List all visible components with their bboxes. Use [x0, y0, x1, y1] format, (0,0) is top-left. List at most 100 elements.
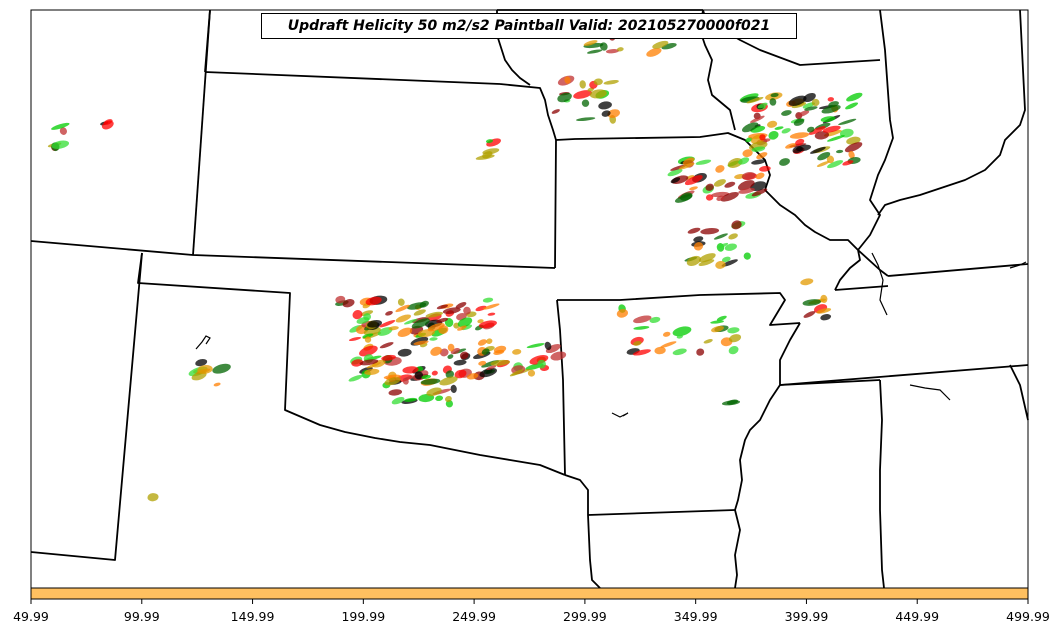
paintball-swath — [557, 92, 572, 103]
paintball-swath — [397, 298, 405, 306]
paintball-swath — [454, 369, 467, 379]
paintball-swath — [721, 400, 741, 406]
paintball-swath — [788, 95, 807, 106]
paintball-swath — [836, 149, 844, 154]
paintball-swath — [816, 308, 832, 314]
paintball-swath — [564, 76, 571, 84]
paintball-swath — [579, 80, 586, 89]
paintball-swath — [686, 255, 702, 266]
lake-outlines — [195, 252, 1027, 418]
paintball-swath — [478, 360, 487, 366]
paintball-swath — [384, 377, 401, 386]
paintball-swath — [808, 126, 826, 135]
paintball-swath — [727, 158, 743, 168]
paintball-swath — [838, 118, 857, 126]
paintball-swath — [359, 345, 378, 357]
paintball-swath — [359, 359, 379, 366]
paintball-swath — [698, 259, 715, 267]
paintball-swath — [661, 43, 677, 50]
paintball-swath — [477, 319, 484, 324]
paintball-swath — [537, 359, 546, 369]
paintball-swath — [607, 109, 620, 118]
paintball-swath — [581, 99, 590, 107]
paintball-swath — [738, 187, 755, 194]
paintball-swath — [721, 256, 731, 263]
paintball-swath — [616, 47, 624, 52]
paintball-swath — [526, 343, 545, 349]
paintball-swath — [447, 354, 454, 359]
paintball-swath — [693, 236, 704, 243]
paintball-swath — [827, 160, 844, 169]
paintball-swath — [781, 128, 791, 134]
paintball-swath — [724, 243, 737, 251]
paintball-swath — [716, 315, 727, 321]
paintball-swath — [821, 105, 841, 114]
paintball-swath — [212, 363, 231, 374]
paintball-swath — [724, 181, 736, 188]
paintball-swath — [482, 297, 494, 303]
paintball-swath — [379, 342, 394, 349]
paintball-swath — [485, 139, 494, 144]
paintball-swath — [672, 348, 687, 356]
paintball-swath — [802, 299, 822, 306]
paintball-swath — [731, 220, 742, 230]
paintball-swath — [603, 79, 619, 85]
paintball-swath — [444, 396, 452, 402]
paintball-swath — [435, 395, 444, 402]
paintball-swath — [550, 351, 567, 361]
paintball-swath — [414, 371, 423, 380]
paintball-swath — [759, 134, 766, 141]
paintball-swath — [404, 375, 417, 380]
paintball-swath — [404, 318, 418, 325]
paintball-swath — [391, 397, 405, 405]
paintball-swath — [745, 137, 753, 143]
x-tick-label: 299.99 — [563, 609, 607, 624]
paintball-swath — [720, 191, 739, 202]
paintball-swath — [479, 367, 497, 378]
paintball-swath — [696, 348, 705, 356]
paintball-swath — [356, 317, 370, 324]
paintball-swath — [687, 227, 701, 234]
paintball-swath — [807, 126, 815, 133]
paintball-swath — [800, 278, 814, 286]
paintball-swath — [751, 159, 766, 165]
map-frame — [30, 9, 1029, 589]
paintball-swath — [575, 117, 596, 121]
paintball-swath — [362, 333, 374, 339]
paintball-swath — [711, 325, 724, 333]
x-tick-label: 49.99 — [13, 609, 49, 624]
paintball-swath — [710, 320, 724, 324]
x-tick-label: 349.99 — [673, 609, 718, 624]
paintball-swath — [670, 177, 681, 184]
paintball-swath — [817, 152, 831, 161]
paintball-swath — [797, 110, 810, 117]
paintball-swath — [662, 331, 671, 337]
paintball-swath — [803, 93, 816, 102]
paintball-swath — [487, 312, 496, 316]
paintball-swath — [674, 194, 693, 203]
paintball-swath — [475, 305, 487, 312]
paintball-swath — [147, 493, 159, 502]
paintball-swath — [486, 338, 493, 344]
paintball-swath — [425, 311, 444, 318]
paintball-swath — [616, 309, 629, 318]
paintball-swath — [715, 260, 726, 269]
paintball-swath — [348, 336, 362, 342]
paintball-swath — [803, 311, 816, 318]
paintball-swath — [713, 233, 728, 240]
paintball-swath — [544, 341, 552, 351]
paintball-swath — [672, 326, 692, 337]
paintball-swath — [364, 336, 372, 343]
paintball-swath — [781, 110, 792, 116]
x-tick-label: 199.99 — [341, 609, 386, 624]
paintball-swath — [395, 304, 410, 313]
paintball-swath — [388, 326, 399, 331]
paintball-swath — [406, 302, 427, 310]
colorbar — [30, 587, 1029, 600]
paintball-swath — [816, 161, 830, 167]
paintball-swath — [551, 109, 560, 114]
paintball-swath — [475, 154, 495, 160]
paintball-swath — [693, 242, 704, 251]
paintball-swath — [493, 345, 507, 354]
paintball-swath — [698, 253, 716, 263]
